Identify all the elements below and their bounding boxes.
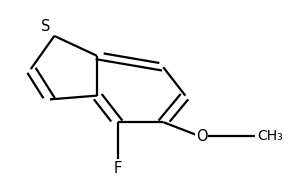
Text: F: F bbox=[113, 161, 122, 176]
Text: CH₃: CH₃ bbox=[257, 129, 283, 143]
Text: O: O bbox=[196, 129, 207, 144]
Text: S: S bbox=[41, 19, 51, 34]
